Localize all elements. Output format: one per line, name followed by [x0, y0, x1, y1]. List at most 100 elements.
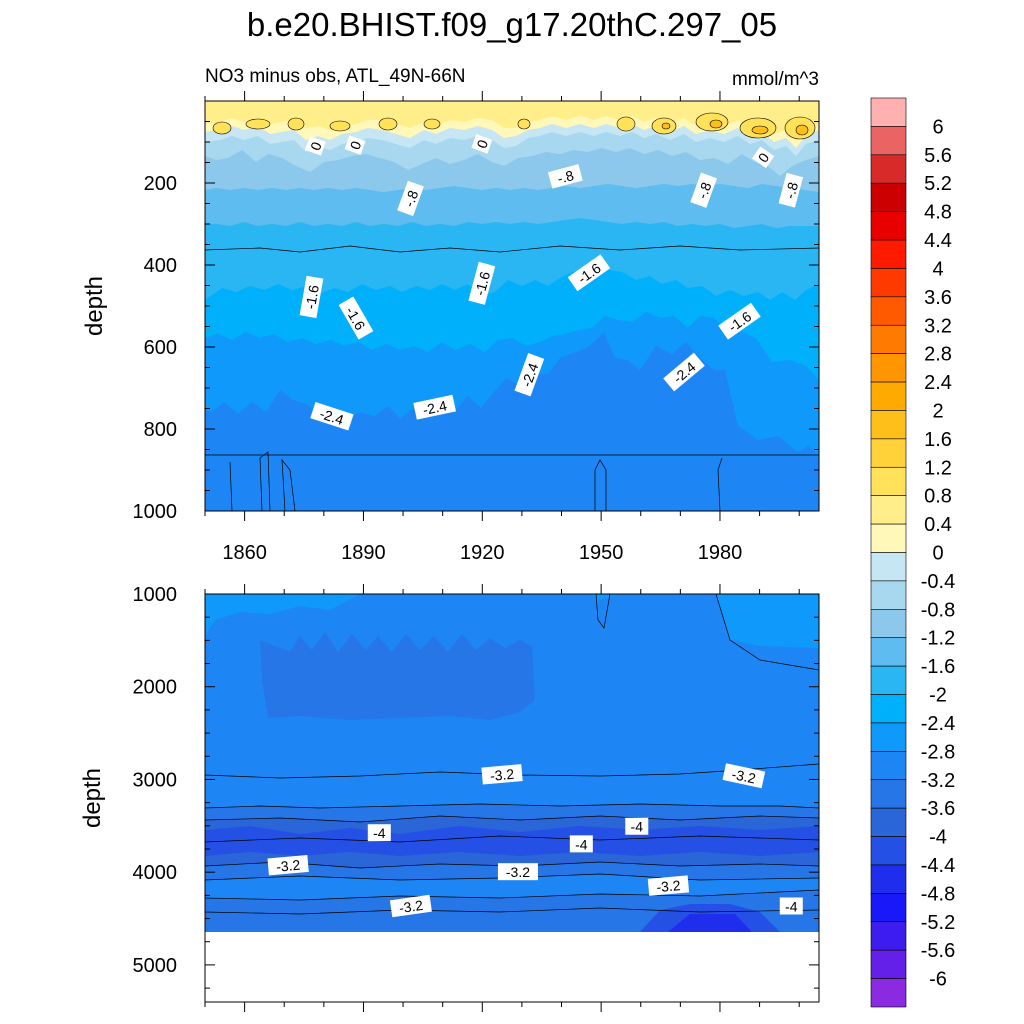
colorbar-swatch — [870, 182, 907, 212]
colorbar-level-label: 4.8 — [924, 202, 952, 224]
colorbar-level-label: 1.6 — [924, 429, 952, 451]
upper-contour-lines — [205, 245, 819, 511]
lower-contour-plot: -3.2 -3.2 -4 -4 -4 -3.2 -3.2 -3.2 -3.2 -4 1000 200… — [133, 584, 820, 1012]
contour-label-box — [367, 824, 391, 842]
contour-label-text: -2.4 — [421, 397, 448, 418]
colorbar-swatch — [870, 296, 907, 326]
colorbar-level-label: -4.4 — [921, 855, 955, 877]
y-tick-label: 1000 — [133, 584, 178, 606]
contour-label-box — [779, 897, 803, 915]
contour-label-text: -2.4 — [518, 361, 541, 389]
contour-label: -3.2 — [267, 854, 309, 876]
contour-label-text: -3.2 — [506, 864, 530, 880]
colorbar-level-label: -4.8 — [921, 883, 955, 905]
colorbar-swatch — [870, 495, 907, 525]
colorbar-level-label: 2.8 — [924, 344, 952, 366]
y-tick-label: 400 — [144, 255, 177, 277]
contour-label-text: -1.6 — [302, 284, 322, 311]
contour-label: -.8 — [690, 172, 718, 208]
colorbar-swatch — [870, 239, 907, 269]
contour-label: -2.4 — [413, 394, 456, 420]
upper-hot-patches — [661, 119, 809, 136]
contour-label: 0 — [752, 146, 775, 169]
colorbar-swatch — [870, 97, 907, 127]
colorbar-level-label: 6 — [932, 116, 943, 138]
panel-left-title: NO3 minus obs, ATL_49N-66N — [205, 66, 466, 87]
contour-label-text: -.8 — [556, 167, 576, 187]
colorbar-level-label: 5.2 — [924, 173, 952, 195]
contour-label-box — [569, 835, 593, 853]
colorbar-level-label: -2.8 — [921, 741, 955, 763]
colorbar-level-label: -2.4 — [921, 713, 955, 735]
contour-label: -3.2 — [497, 863, 538, 881]
y-tick-label: 5000 — [133, 955, 178, 977]
colorbar-level-label: 3.2 — [924, 315, 952, 337]
colorbar-level-label: 2.4 — [924, 372, 952, 394]
colorbar-level-label: -1.6 — [921, 656, 955, 678]
lower-layer-bottom-n48 — [668, 914, 752, 932]
x-tick-label: 1980 — [698, 542, 743, 564]
upper-layer-p08 — [205, 101, 819, 140]
colorbar-level-label: -1.2 — [921, 628, 955, 650]
contour-label-box — [389, 894, 432, 918]
contour-label: -.8 — [397, 180, 424, 217]
contour-label-text: -3.2 — [398, 897, 424, 916]
colorbar-level-label: -2 — [929, 685, 947, 707]
contour-label: -.8 — [778, 172, 804, 208]
y-tick-label: 1000 — [133, 501, 178, 523]
contour-label: -3.2 — [481, 764, 523, 785]
panel-units: mmol/m^3 — [732, 69, 819, 90]
contour-label-box — [481, 764, 523, 785]
colorbar-swatch — [870, 665, 907, 695]
colorbar-level-label: 0.4 — [924, 514, 952, 536]
contour-label-box — [344, 135, 366, 155]
contour-label-box — [778, 172, 804, 208]
contour-label-text: -2.4 — [318, 405, 346, 428]
contour-label-text: -.8 — [781, 180, 801, 200]
contour-label: -1.6 — [718, 302, 761, 340]
colorbar-swatch — [870, 978, 907, 1008]
contour-label-box — [471, 134, 493, 154]
colorbar-level-label: -3.6 — [921, 798, 955, 820]
colorbar-swatch — [870, 324, 907, 354]
contour-label-box — [267, 854, 309, 876]
colorbar-swatch — [870, 211, 907, 241]
lower-layer-deep-lobe — [260, 632, 535, 720]
colorbar-swatch — [870, 779, 907, 809]
colorbar-swatch — [870, 580, 907, 610]
contour-label-box — [752, 146, 775, 169]
contour-label: -4 — [779, 897, 803, 915]
contour-label-text: -4 — [373, 825, 386, 841]
x-tick-label: 1920 — [460, 542, 505, 564]
x-tick-label: 1860 — [222, 542, 267, 564]
colorbar-swatch — [870, 949, 907, 979]
upper-y-axis-label: depth — [81, 276, 108, 336]
contour-label-box — [413, 394, 456, 420]
contour-label-text: -.8 — [694, 180, 715, 201]
contour-label: -4 — [367, 824, 391, 842]
contour-label-box — [718, 302, 761, 340]
lower-layer-n44 — [205, 826, 819, 856]
colorbar-level-label: -3.2 — [921, 770, 955, 792]
colorbar-level-label: 0.8 — [924, 486, 952, 508]
contour-label-text: -.8 — [401, 188, 422, 209]
contour-label: -2.4 — [310, 401, 354, 431]
contour-label: -4 — [625, 817, 649, 835]
contour-label-text: -4 — [785, 898, 798, 914]
colorbar-swatch — [870, 552, 907, 582]
contour-label-text: -3.2 — [489, 766, 515, 784]
colorbar-level-label: -6 — [929, 969, 947, 991]
lower-layer-n28 — [205, 594, 819, 648]
colorbar-swatch — [870, 466, 907, 496]
contour-label-box — [625, 817, 649, 835]
contour-label-text: -4 — [575, 836, 588, 852]
colorbar-swatch — [870, 893, 907, 923]
contour-label: -3.2 — [722, 763, 766, 789]
colorbar-level-label: 4 — [932, 258, 943, 280]
y-tick-label: 3000 — [133, 769, 178, 791]
contour-label-text: -4 — [631, 819, 644, 835]
lower-y-axis-label: depth — [79, 768, 106, 828]
contour-label: -1.6 — [299, 275, 324, 319]
y-tick-label: 600 — [144, 337, 177, 359]
